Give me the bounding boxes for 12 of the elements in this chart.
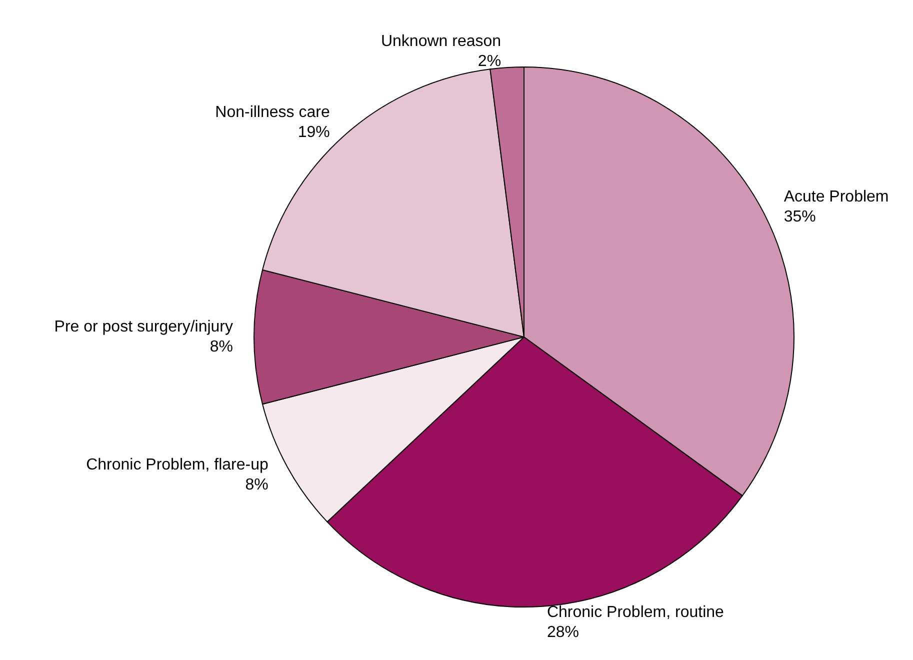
data-label: 8% bbox=[210, 338, 233, 356]
slice-label: Unknown reason bbox=[380, 33, 502, 50]
slice-label: Chronic Problem, routine bbox=[546, 604, 724, 621]
data-label: 2% bbox=[478, 53, 502, 70]
data-label: 28% bbox=[546, 624, 579, 641]
slice-label: Chronic Problem, flare-up bbox=[86, 456, 268, 474]
data-label: 8% bbox=[245, 476, 268, 494]
data-label: 35% bbox=[784, 208, 816, 226]
slice-label: Non-illness care bbox=[215, 104, 330, 121]
slice-label: Acute Problem bbox=[784, 188, 889, 206]
slice-label: Pre or post surgery/injury bbox=[54, 318, 233, 336]
data-label: 19% bbox=[298, 124, 330, 141]
